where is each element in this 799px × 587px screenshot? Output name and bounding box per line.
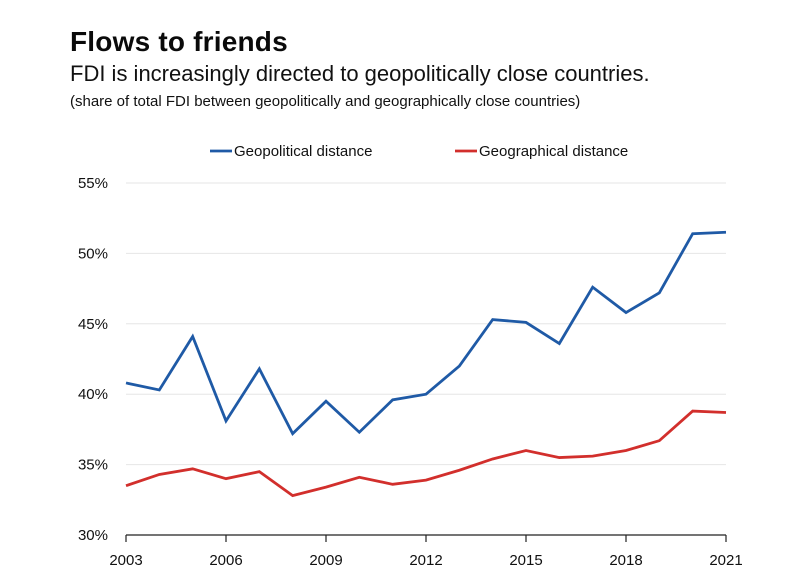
gridlines xyxy=(126,182,726,466)
x-tick-label: 2012 xyxy=(409,552,442,569)
series-line-geopolitical-distance xyxy=(125,230,727,436)
series-lines xyxy=(125,230,727,498)
chart-title: Flows to friends xyxy=(70,26,288,57)
legend-label: Geographical distance xyxy=(479,143,628,160)
y-axis-ticks: 30% 35% 40% 45% 50% 55% xyxy=(78,175,108,544)
x-tick-label: 2009 xyxy=(309,552,342,569)
y-tick-label: 55% xyxy=(78,175,108,192)
x-tick-label: 2006 xyxy=(209,552,242,569)
y-tick-label: 35% xyxy=(78,457,108,474)
x-tick-label: 2021 xyxy=(709,552,742,569)
y-tick-label: 50% xyxy=(78,245,108,262)
series-line-geographical-distance xyxy=(125,409,727,498)
chart-subtitle: FDI is increasingly directed to geopolit… xyxy=(70,61,650,86)
chart-note: (share of total FDI between geopolitical… xyxy=(70,93,581,110)
legend: Geopolitical distance Geographical distan… xyxy=(210,143,628,160)
y-tick-label: 45% xyxy=(78,316,108,333)
x-tick-label: 2018 xyxy=(609,552,642,569)
x-axis-ticks: 2003 2006 2009 2012 2015 2018 2021 xyxy=(109,535,743,569)
legend-label: Geopolitical distance xyxy=(234,143,372,160)
x-tick-label: 2015 xyxy=(509,552,542,569)
y-tick-label: 40% xyxy=(78,386,108,403)
y-tick-label: 30% xyxy=(78,527,108,544)
x-tick-label: 2003 xyxy=(109,552,142,569)
